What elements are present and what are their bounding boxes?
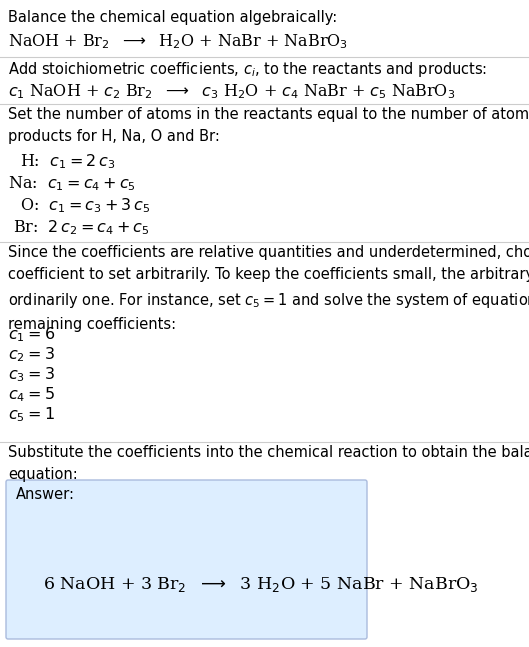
FancyBboxPatch shape (6, 480, 367, 639)
Text: Since the coefficients are relative quantities and underdetermined, choose a
coe: Since the coefficients are relative quan… (8, 245, 529, 332)
Text: $c_1$ NaOH + $c_2$ Br$_2$  $\longrightarrow$  $c_3$ H$_2$O + $c_4$ NaBr + $c_5$ : $c_1$ NaOH + $c_2$ Br$_2$ $\longrightarr… (8, 82, 455, 101)
Text: O:  $c_1 = c_3 + 3\,c_5$: O: $c_1 = c_3 + 3\,c_5$ (20, 196, 150, 215)
Text: H:  $c_1 = 2\,c_3$: H: $c_1 = 2\,c_3$ (20, 152, 115, 171)
Text: $c_4 = 5$: $c_4 = 5$ (8, 385, 55, 404)
Text: Br:  $2\,c_2 = c_4 + c_5$: Br: $2\,c_2 = c_4 + c_5$ (13, 218, 150, 237)
Text: 6 NaOH + 3 Br$_2$  $\longrightarrow$  3 H$_2$O + 5 NaBr + NaBrO$_3$: 6 NaOH + 3 Br$_2$ $\longrightarrow$ 3 H$… (43, 575, 479, 595)
Text: Substitute the coefficients into the chemical reaction to obtain the balanced
eq: Substitute the coefficients into the che… (8, 445, 529, 482)
Text: Answer:: Answer: (16, 487, 75, 502)
Text: NaOH + Br$_2$  $\longrightarrow$  H$_2$O + NaBr + NaBrO$_3$: NaOH + Br$_2$ $\longrightarrow$ H$_2$O +… (8, 32, 348, 50)
Text: Add stoichiometric coefficients, $c_i$, to the reactants and products:: Add stoichiometric coefficients, $c_i$, … (8, 60, 487, 79)
Text: $c_5 = 1$: $c_5 = 1$ (8, 405, 55, 424)
Text: Balance the chemical equation algebraically:: Balance the chemical equation algebraica… (8, 10, 338, 25)
Text: $c_2 = 3$: $c_2 = 3$ (8, 345, 55, 364)
Text: Set the number of atoms in the reactants equal to the number of atoms in the
pro: Set the number of atoms in the reactants… (8, 107, 529, 144)
Text: $c_3 = 3$: $c_3 = 3$ (8, 365, 55, 384)
Text: $c_1 = 6$: $c_1 = 6$ (8, 325, 55, 344)
Text: Na:  $c_1 = c_4 + c_5$: Na: $c_1 = c_4 + c_5$ (8, 174, 136, 193)
